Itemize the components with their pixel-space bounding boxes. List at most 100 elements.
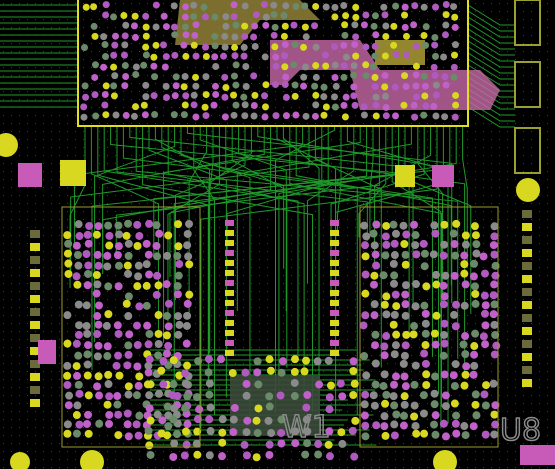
via	[311, 82, 319, 90]
trace	[278, 126, 457, 385]
passive	[225, 290, 234, 296]
via	[399, 221, 408, 230]
via	[442, 81, 450, 89]
via	[441, 113, 449, 121]
via	[371, 52, 379, 60]
via	[83, 371, 92, 380]
via	[182, 3, 190, 11]
trace	[94, 126, 176, 343]
via	[301, 23, 309, 31]
via	[382, 390, 391, 399]
via	[101, 41, 109, 49]
via	[121, 62, 129, 70]
via	[160, 12, 168, 20]
via	[262, 81, 270, 89]
component-outline	[61, 206, 201, 448]
via	[152, 290, 161, 299]
via	[401, 260, 410, 269]
via	[122, 21, 130, 29]
via	[470, 259, 479, 268]
via	[83, 281, 92, 290]
via	[450, 399, 459, 408]
via	[82, 93, 90, 101]
via	[158, 416, 167, 425]
via	[113, 400, 122, 409]
component-outline	[359, 206, 499, 448]
passive	[522, 262, 532, 270]
via	[175, 320, 184, 329]
pad	[38, 340, 56, 364]
via	[192, 113, 200, 121]
via	[300, 43, 308, 51]
via	[90, 3, 98, 11]
via	[105, 231, 114, 240]
trace	[467, 10, 515, 32]
via	[471, 299, 480, 308]
via	[94, 222, 103, 231]
via	[265, 392, 274, 401]
via	[370, 300, 379, 309]
via	[83, 329, 92, 338]
via	[103, 342, 112, 351]
via	[150, 62, 158, 70]
via	[218, 415, 227, 424]
via	[74, 330, 83, 339]
via	[472, 411, 481, 420]
via	[121, 41, 129, 49]
via	[432, 270, 441, 279]
via	[144, 426, 153, 435]
via	[325, 452, 334, 461]
via	[351, 41, 359, 49]
trace	[398, 126, 472, 314]
via	[381, 72, 389, 80]
via	[351, 416, 360, 425]
via	[92, 230, 101, 239]
via	[401, 311, 410, 320]
via	[164, 231, 173, 240]
via	[172, 73, 180, 81]
via	[250, 72, 258, 80]
via	[206, 427, 215, 436]
trace	[467, 40, 515, 62]
via	[211, 13, 219, 21]
via	[169, 452, 178, 461]
trace	[209, 126, 214, 353]
via	[361, 432, 370, 441]
via	[451, 251, 460, 260]
via	[101, 91, 109, 99]
via	[422, 370, 431, 379]
passive	[330, 260, 339, 266]
via	[326, 381, 335, 390]
via	[161, 63, 169, 71]
via	[173, 282, 182, 291]
via	[202, 91, 210, 99]
via	[470, 222, 479, 231]
via	[153, 271, 162, 280]
via	[190, 91, 198, 99]
via	[431, 372, 440, 381]
passive	[330, 350, 339, 356]
via	[422, 41, 430, 49]
via	[121, 82, 129, 90]
via	[120, 51, 128, 59]
via	[63, 311, 72, 320]
passive	[330, 280, 339, 286]
via	[144, 250, 153, 259]
via	[112, 111, 120, 119]
via	[173, 252, 182, 261]
via	[461, 370, 470, 379]
via	[172, 82, 180, 90]
via	[232, 101, 240, 109]
via	[312, 61, 320, 69]
via	[130, 22, 138, 30]
via	[420, 429, 429, 438]
via	[206, 403, 215, 412]
trace	[116, 126, 368, 241]
via	[432, 311, 441, 320]
trace	[238, 126, 466, 372]
via	[83, 230, 92, 239]
via	[205, 379, 214, 388]
via	[431, 229, 440, 238]
via	[362, 11, 370, 19]
via	[252, 453, 261, 462]
